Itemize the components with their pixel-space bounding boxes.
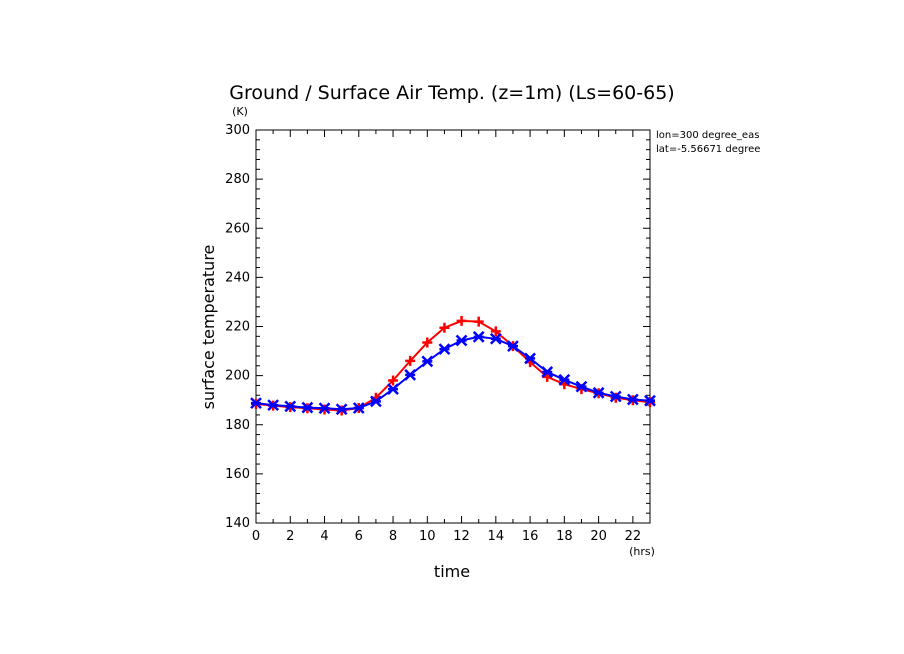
- series-2-point: [489, 332, 502, 345]
- series-2-point: [541, 366, 554, 378]
- series-line-1: [255, 319, 651, 412]
- series-2-point: [524, 352, 536, 365]
- annotation-lon: lon=300 degree_eas: [656, 130, 759, 141]
- x-tick-label: 8: [389, 529, 397, 544]
- series-1-point: [490, 326, 501, 337]
- series-1-point: [456, 315, 467, 326]
- plot-frame: [255, 129, 651, 524]
- x-tick-label: 18: [556, 529, 573, 544]
- y-tick-label: 240: [225, 270, 250, 285]
- x-tick-label: 14: [488, 529, 505, 544]
- series-2-point: [267, 399, 280, 411]
- series-2-point: [318, 402, 331, 415]
- x-unit-label: (hrs): [629, 545, 655, 558]
- y-tick-label: 300: [225, 123, 250, 138]
- y-tick-label: 140: [225, 516, 250, 531]
- series-2-point: [352, 402, 365, 414]
- series-1-point: [439, 322, 450, 333]
- y-tick-label: 200: [225, 369, 250, 384]
- y-tick-label: 260: [225, 221, 250, 236]
- series-2-point: [507, 340, 519, 353]
- series-2-point: [626, 393, 639, 406]
- series-2-point: [335, 403, 348, 416]
- series-2-point: [421, 355, 434, 368]
- y-tick-label: 280: [225, 172, 250, 187]
- y-tick-label: 220: [225, 320, 250, 335]
- series-1-point: [388, 375, 399, 386]
- x-tick-label: 4: [320, 529, 328, 544]
- series-2-point: [472, 330, 485, 343]
- chart-title: Ground / Surface Air Temp. (z=1m) (Ls=60…: [229, 82, 674, 104]
- x-tick-label: 12: [453, 529, 470, 544]
- series-2-point: [404, 369, 417, 381]
- series-1-point: [405, 355, 416, 366]
- x-tick-label: 6: [355, 529, 363, 544]
- x-tick-label: 16: [522, 529, 539, 544]
- y-tick-label: 180: [225, 418, 250, 433]
- annotation-lat: lat=-5.56671 degree: [656, 144, 760, 155]
- x-tick-label: 10: [419, 529, 436, 544]
- series-2-point: [592, 386, 605, 399]
- series-2-point: [609, 390, 622, 403]
- series-2-point: [438, 343, 451, 355]
- series-2-point: [644, 394, 656, 407]
- y-unit-label: (K): [232, 105, 248, 118]
- series-1-point: [422, 337, 433, 348]
- series-2-point: [370, 395, 382, 408]
- y-tick-label: 160: [225, 467, 250, 482]
- series-2-point: [558, 373, 571, 386]
- y-axis-label: surface temperature: [199, 245, 218, 410]
- x-tick-label: 20: [590, 529, 607, 544]
- series-line-2: [255, 335, 651, 411]
- series-2-point: [284, 400, 297, 413]
- series-2-point: [387, 383, 399, 396]
- series-2-point: [455, 334, 468, 347]
- x-tick-label: 2: [286, 529, 294, 544]
- x-axis-label: time: [434, 562, 470, 581]
- series-2-point: [250, 397, 262, 410]
- x-tick-label: 0: [252, 529, 260, 544]
- series-2-point: [575, 380, 588, 393]
- x-tick-label: 22: [625, 529, 642, 544]
- series-1-point: [473, 316, 484, 327]
- series-2-point: [301, 401, 314, 414]
